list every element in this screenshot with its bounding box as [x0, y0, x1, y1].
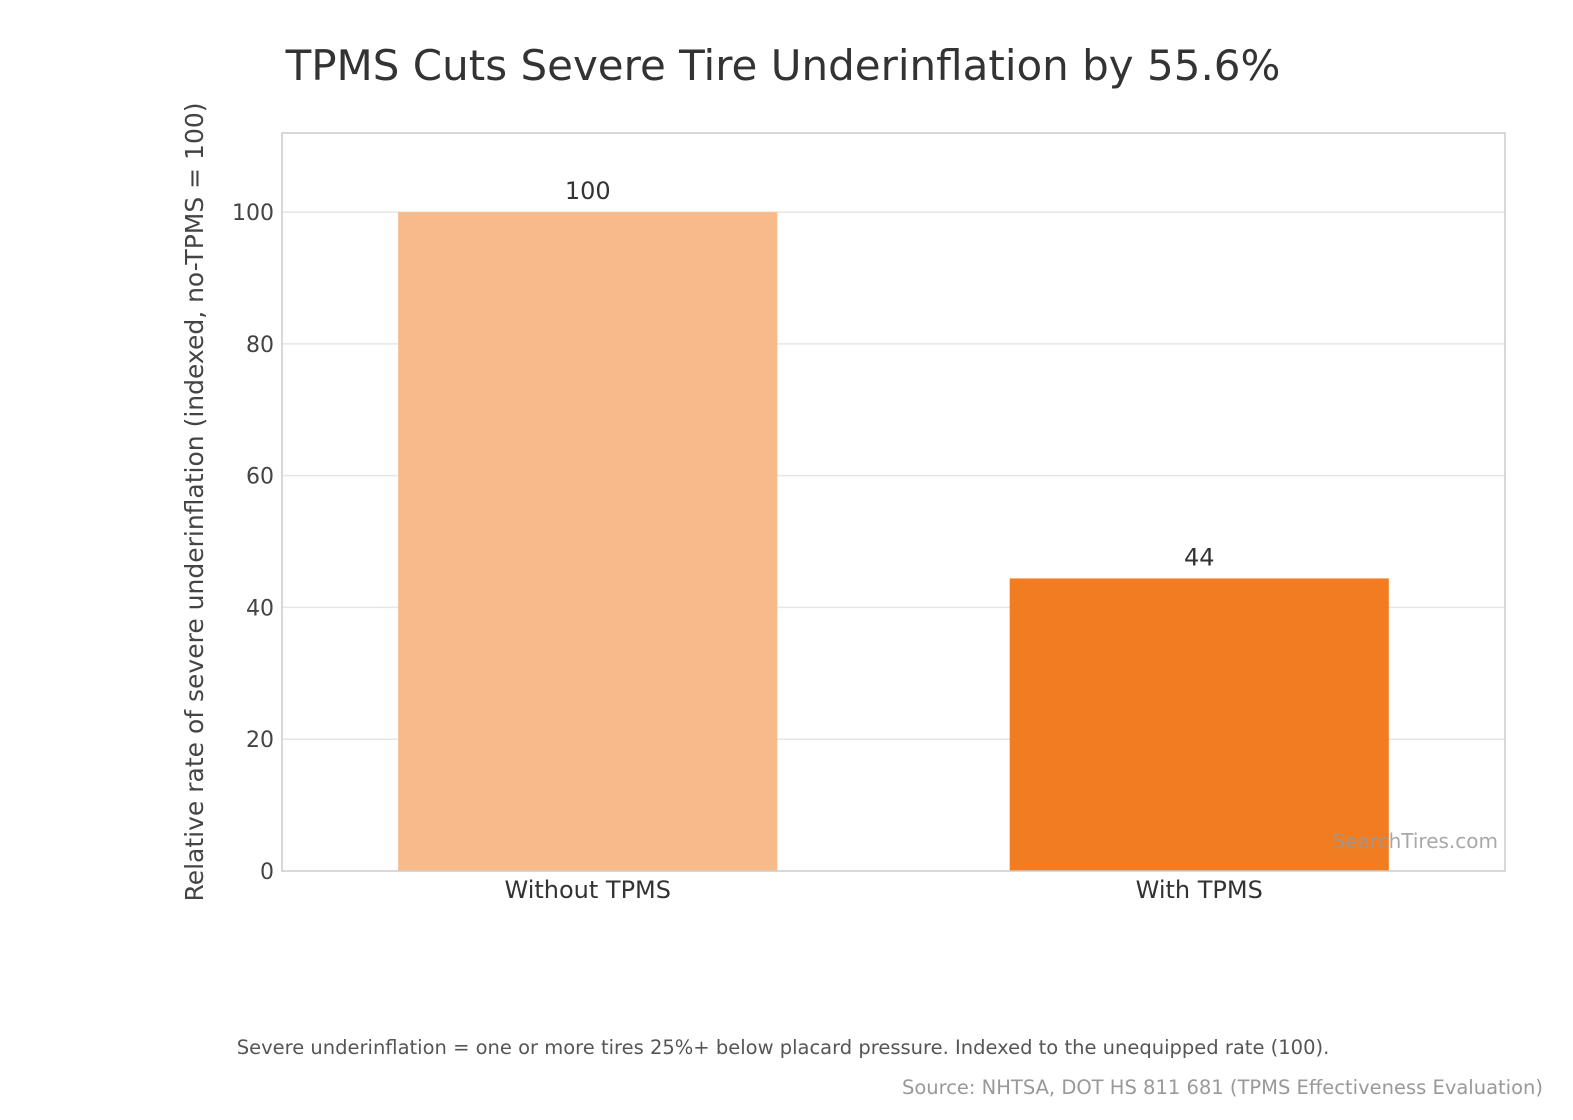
bar-with-tpms: [1009, 578, 1389, 871]
watermark-text: SearchTires.com: [1333, 829, 1498, 853]
data-label: 100: [565, 177, 611, 205]
source-text: Source: NHTSA, DOT HS 811 681 (TPMS Effe…: [902, 1076, 1543, 1099]
y-tick-label: 20: [246, 728, 274, 753]
bar-without-tpms: [398, 212, 778, 872]
y-tick-label: 40: [246, 596, 274, 621]
y-tick-label: 100: [232, 201, 274, 226]
x-axis-ticks: Without TPMS With TPMS: [505, 876, 1263, 904]
chart-title: TPMS Cuts Severe Tire Underinflation by …: [285, 41, 1281, 90]
footnote-text: Severe underinflation = one or more tire…: [237, 1036, 1330, 1059]
bars: [398, 212, 1389, 872]
y-tick-label: 80: [246, 333, 274, 358]
y-axis-label: Relative rate of severe underinflation (…: [180, 102, 209, 901]
data-labels: 100 44: [565, 177, 1215, 571]
y-tick-label: 60: [246, 465, 274, 490]
x-tick-label: Without TPMS: [505, 876, 672, 904]
plot-frame: [281, 132, 1506, 872]
data-label: 44: [1184, 543, 1215, 571]
y-axis-ticks: 0 20 40 60 80 100: [232, 201, 274, 885]
y-tick-label: 0: [260, 860, 274, 885]
x-tick-label: With TPMS: [1136, 876, 1263, 904]
